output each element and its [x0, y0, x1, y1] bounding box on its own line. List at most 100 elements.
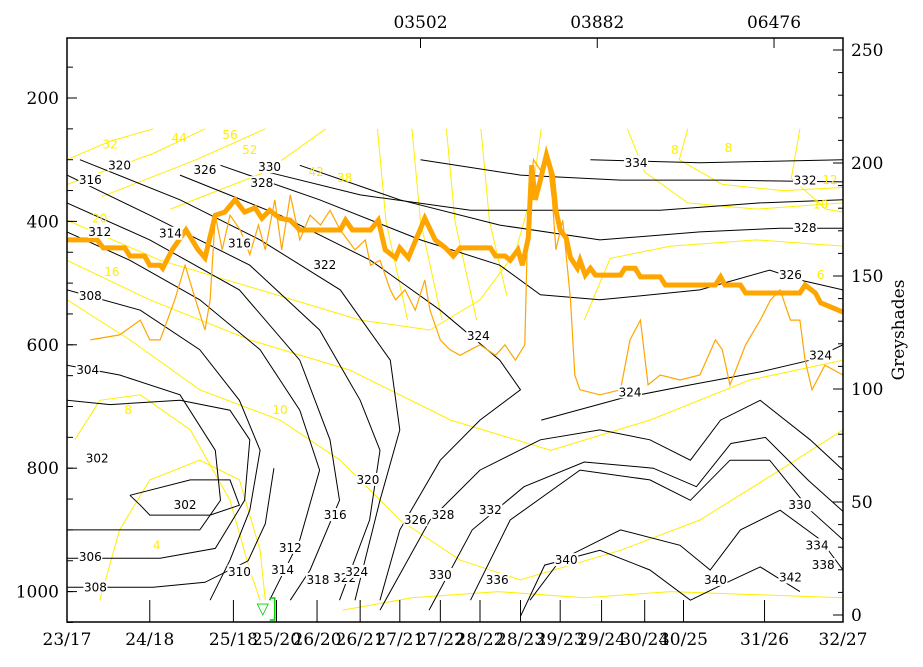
x-tick-label: 25/18 — [209, 630, 258, 650]
contour-label: 10 — [813, 198, 828, 212]
top-station-label: 03502 — [393, 13, 447, 33]
contour-label-bg — [811, 558, 836, 572]
y2-tick-label: 150 — [851, 267, 883, 287]
contour-label: 314 — [271, 563, 294, 577]
x-tick-label: 23/17 — [43, 630, 92, 650]
yellow-contour-line — [67, 128, 154, 161]
thick-orange-series — [67, 145, 844, 315]
y-tick-label: 200 — [27, 89, 59, 109]
contour-label: 328 — [794, 221, 817, 235]
yellow-contour-line — [445, 128, 478, 321]
thin-orange-line — [90, 149, 844, 396]
y2-tick-label: 50 — [851, 493, 873, 513]
yellow-contour-line — [342, 591, 843, 611]
contour-label-bg — [323, 508, 348, 522]
contour-label-bg — [778, 268, 803, 282]
contour-label-bg — [344, 564, 369, 578]
contour-label-bg — [278, 540, 303, 554]
contour-label: 316 — [228, 237, 251, 251]
contour-label: 308 — [79, 289, 102, 303]
theta-contour-line — [420, 159, 843, 183]
contour-label: 8 — [671, 143, 679, 157]
marker-triangle-icon: ▽ — [257, 599, 270, 618]
contour-label-bg — [403, 513, 428, 527]
contour-label: 20 — [92, 211, 107, 225]
theta-contour-line — [470, 459, 843, 601]
contour-label-bg — [618, 385, 643, 399]
contour-label: 314 — [159, 227, 182, 241]
contour-label: 328 — [250, 176, 273, 190]
marker-bracket-icon — [269, 597, 276, 621]
contour-label: 8 — [124, 403, 132, 417]
contour-label-bg — [158, 226, 183, 240]
y2-tick-label: 200 — [851, 154, 883, 174]
contour-label: 312 — [279, 541, 302, 555]
theta-contour-line — [67, 399, 251, 559]
contour-label-bg — [793, 173, 818, 187]
contour-label: 42 — [309, 165, 324, 179]
theta-contour-line — [299, 164, 843, 241]
contour-label: 32 — [102, 137, 117, 151]
x-tick-label: 26/20 — [293, 630, 342, 650]
x-tick-label: 26/21 — [336, 630, 385, 650]
contour-label: 38 — [337, 171, 352, 185]
contour-label: 44 — [171, 131, 186, 145]
contour-label-bg — [355, 472, 380, 486]
y2-tick-label: 0 — [851, 606, 862, 626]
thin-orange-series — [90, 149, 844, 396]
contour-label: 6 — [817, 268, 825, 282]
theta-contour-line — [541, 344, 843, 421]
contour-label: 336 — [486, 573, 509, 587]
x-tick-label: 30/24 — [620, 630, 669, 650]
x-tick-label: 32/27 — [819, 630, 868, 650]
contour-label: 56 — [222, 128, 237, 142]
x-tick-label: 28/23 — [496, 630, 545, 650]
yellow-contour-line — [480, 128, 508, 296]
yellow-contour-line — [101, 128, 266, 198]
theta-contour-line — [520, 549, 801, 617]
theta-contour-line — [67, 231, 321, 601]
contour-label: 328 — [431, 508, 454, 522]
contour-label-bg — [78, 289, 103, 303]
contour-label-bg — [305, 572, 330, 586]
contour-label: 302 — [174, 498, 197, 512]
yellow-contour-line — [790, 128, 843, 213]
contour-label: 320 — [356, 473, 379, 487]
contour-label: 322 — [313, 258, 336, 272]
contour-label-bg — [428, 567, 453, 581]
contour-label-bg — [793, 221, 818, 235]
y2-tick-label: 250 — [851, 41, 883, 61]
contour-label-bg — [703, 572, 728, 586]
yellow-contour-line — [67, 299, 843, 581]
contour-label-bg — [257, 160, 282, 174]
x-tick-label: 27/21 — [375, 630, 424, 650]
contour-label: 8 — [725, 141, 733, 155]
contour-label: 316 — [79, 173, 102, 187]
theta-contour-line — [379, 399, 843, 611]
contour-label: 302 — [86, 451, 109, 465]
contour-label-bg — [78, 173, 103, 187]
contour-label-bg — [83, 580, 108, 594]
x-tick-label: 29/23 — [536, 630, 585, 650]
contour-label: 342 — [779, 570, 802, 584]
theta-contour-line — [79, 159, 401, 601]
contour-label-bg — [78, 550, 103, 564]
contour-label-bg — [478, 503, 503, 517]
contour-label: 326 — [779, 268, 802, 282]
contour-label-bg — [227, 236, 252, 250]
contour-label: 334 — [806, 538, 829, 552]
theta-contour-line — [259, 169, 843, 211]
contour-label-bg — [805, 538, 830, 552]
theta-contour-line — [179, 174, 522, 601]
contour-label-bg — [85, 451, 110, 465]
x-tick-label: 27/22 — [416, 630, 465, 650]
contour-label: 52 — [242, 143, 257, 157]
y-tick-label: 800 — [27, 459, 59, 479]
theta-contour-line — [67, 364, 222, 531]
y-tick-label: 1000 — [16, 583, 59, 603]
contour-label: 304 — [76, 363, 99, 377]
contour-label-bg — [787, 498, 812, 512]
y2-tick-label: 100 — [851, 380, 883, 400]
contour-label: 320 — [108, 158, 131, 172]
